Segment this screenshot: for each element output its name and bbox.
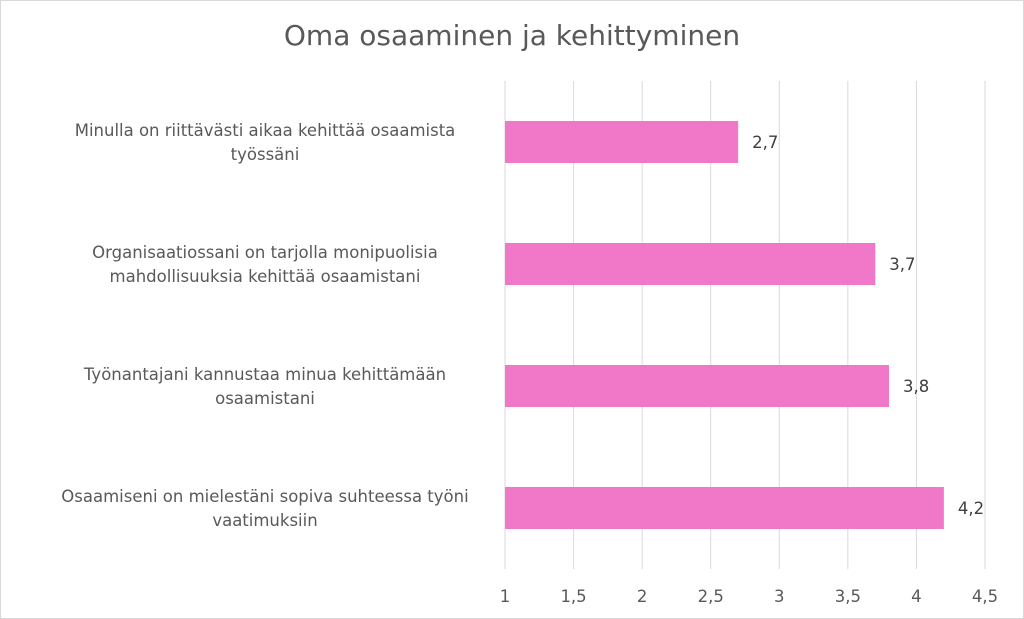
category-label: Osaamiseni on mielestäni sopiva suhteess… xyxy=(61,487,468,530)
bar xyxy=(505,243,876,285)
x-tick-label: 3,5 xyxy=(835,587,861,606)
data-label: 3,8 xyxy=(903,377,929,396)
bars xyxy=(505,121,944,529)
category-label: Organisaatiossani on tarjolla monipuolis… xyxy=(92,243,438,286)
labels: 1 1,5 2 2,5 3 3,5 4 4,5 2,7 Minulla on riittäväst… xyxy=(61,121,998,606)
chart-title: Oma osaaminen ja kehittyminen xyxy=(283,19,741,52)
x-tick-label: 2 xyxy=(637,587,648,606)
x-tick-label: 3 xyxy=(774,587,785,606)
data-label: 3,7 xyxy=(889,255,915,274)
x-tick-label: 1,5 xyxy=(560,587,586,606)
data-label: 4,2 xyxy=(958,499,984,518)
bar xyxy=(505,487,944,529)
bar xyxy=(505,121,739,163)
x-tick-label: 4,5 xyxy=(972,587,998,606)
x-tick-label: 1 xyxy=(500,587,511,606)
bar xyxy=(505,365,889,407)
category-label: Työnantajani kannustaa minua kehittämään… xyxy=(83,365,446,408)
category-label: Minulla on riittävästi aikaa kehittää os… xyxy=(75,121,456,164)
x-tick-label: 2,5 xyxy=(698,587,724,606)
x-tick-label: 4 xyxy=(911,587,922,606)
data-label: 2,7 xyxy=(752,133,778,152)
